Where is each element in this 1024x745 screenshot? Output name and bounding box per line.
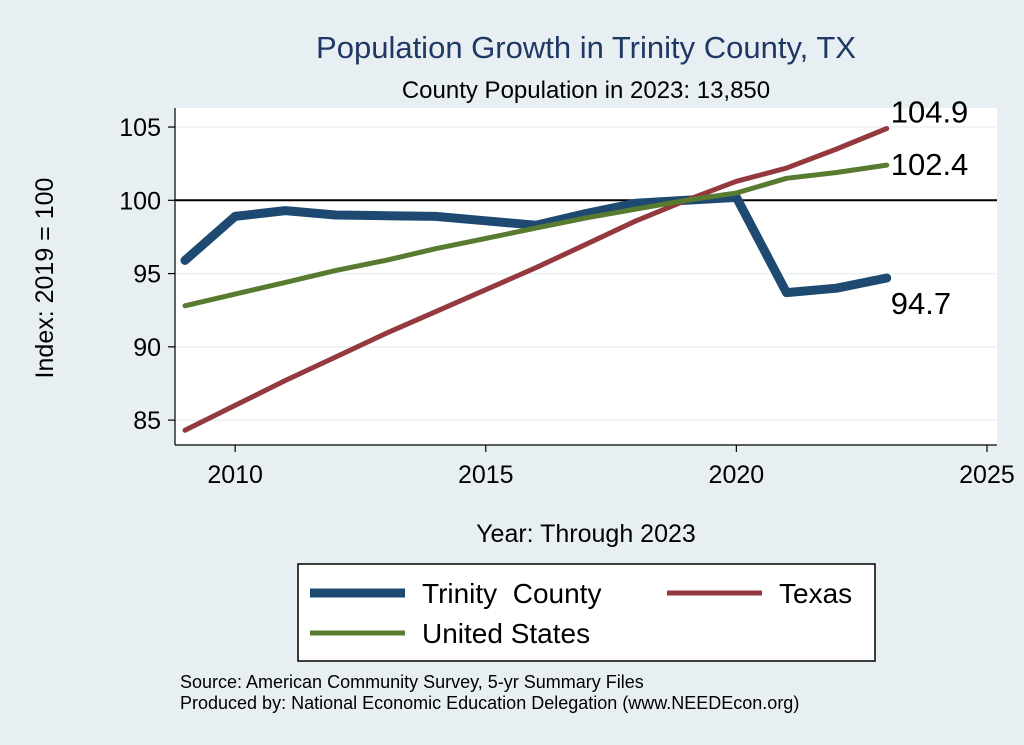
chart-title: Population Growth in Trinity County, TX [316, 30, 856, 65]
end-label-united-states: 102.4 [891, 147, 969, 182]
series-line-trinity-county [180, 192, 892, 298]
series-line-united-states [182, 162, 890, 309]
produced-by-note: Produced by: National Economic Education… [180, 693, 799, 713]
x-tick-label: 2015 [458, 461, 514, 489]
end-labels: 94.7 104.9 102.4 [891, 95, 969, 321]
y-axis-title: Index: 2019 = 100 [31, 178, 59, 379]
y-tick-label: 105 [119, 114, 161, 142]
legend [297, 563, 876, 662]
legend-label: Texas [779, 578, 852, 609]
legend-label: United States [422, 618, 590, 649]
y-axis-ticks: 85 90 95 100 105 [119, 114, 175, 435]
end-label-trinity-county: 94.7 [891, 286, 951, 321]
y-tick-label: 90 [133, 334, 161, 362]
y-tick-label: 85 [133, 407, 161, 435]
x-tick-label: 2020 [709, 461, 765, 489]
series-line-texas [182, 126, 890, 433]
legend-label: Trinity County [422, 578, 601, 609]
x-axis-title: Year: Through 2023 [476, 520, 696, 548]
x-tick-label: 2025 [959, 461, 1015, 489]
legend-items: Trinity County Texas United States [310, 578, 852, 649]
chart-subtitle: County Population in 2023: 13,850 [402, 77, 770, 104]
x-axis-ticks: 2010 2015 2020 2025 [207, 445, 1015, 489]
x-tick-label: 2010 [207, 461, 263, 489]
source-note: Source: American Community Survey, 5-yr … [180, 672, 644, 692]
y-tick-label: 95 [133, 261, 161, 289]
end-label-texas: 104.9 [891, 95, 969, 130]
y-tick-label: 100 [119, 187, 161, 215]
series-lines [180, 126, 892, 433]
